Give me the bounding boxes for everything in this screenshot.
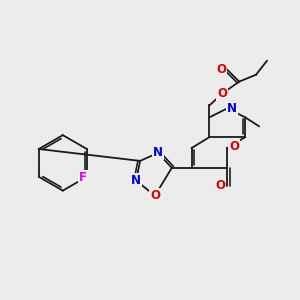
Text: O: O (216, 63, 226, 76)
Text: O: O (150, 189, 160, 202)
Text: O: O (229, 140, 239, 152)
Text: O: O (215, 179, 225, 192)
Text: F: F (79, 171, 87, 184)
Text: N: N (153, 146, 163, 160)
Text: N: N (131, 174, 141, 187)
Text: N: N (227, 102, 237, 115)
Text: O: O (217, 87, 227, 100)
